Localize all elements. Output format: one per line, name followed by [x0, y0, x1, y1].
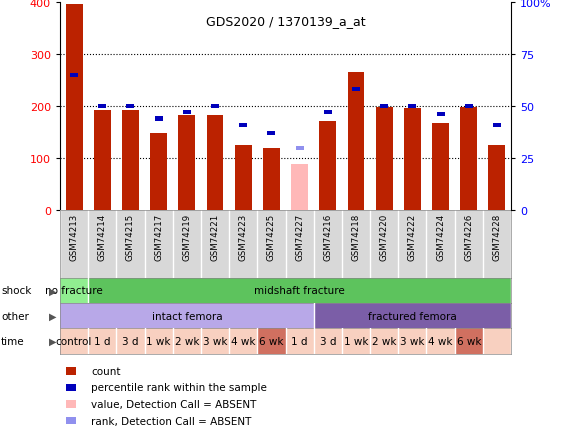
Text: count: count [91, 366, 121, 376]
Bar [201, 329, 229, 354]
Text: other: other [1, 311, 29, 321]
Text: GSM74219: GSM74219 [182, 213, 191, 260]
Bar [324, 111, 332, 115]
Bar [437, 113, 444, 117]
Text: GSM74223: GSM74223 [239, 213, 248, 260]
Bar [239, 123, 247, 128]
Text: GSM74221: GSM74221 [211, 213, 219, 260]
Bar [296, 146, 304, 151]
Text: 6 wk: 6 wk [259, 336, 284, 346]
Text: 2 wk: 2 wk [372, 336, 396, 346]
Text: fractured femora: fractured femora [368, 311, 457, 321]
Text: ▶: ▶ [49, 311, 57, 321]
Text: 1 wk: 1 wk [344, 336, 368, 346]
Text: percentile rank within the sample: percentile rank within the sample [91, 383, 267, 392]
Bar [376, 108, 393, 211]
Bar [370, 329, 399, 354]
Text: 3 d: 3 d [122, 336, 139, 346]
Text: 4 wk: 4 wk [428, 336, 453, 346]
Text: GSM74214: GSM74214 [98, 213, 107, 260]
Text: GSM74222: GSM74222 [408, 213, 417, 260]
Text: value, Detection Call = ABSENT: value, Detection Call = ABSENT [91, 399, 257, 409]
Bar [399, 329, 427, 354]
Bar [313, 303, 511, 329]
Bar [267, 132, 275, 136]
Text: 6 wk: 6 wk [456, 336, 481, 346]
Bar [127, 105, 134, 109]
Bar [173, 329, 201, 354]
Text: GSM74228: GSM74228 [492, 213, 501, 260]
Text: GDS2020 / 1370139_a_at: GDS2020 / 1370139_a_at [206, 15, 365, 28]
Bar [122, 111, 139, 211]
Text: ▶: ▶ [49, 286, 57, 296]
Bar [116, 329, 144, 354]
Bar [60, 329, 88, 354]
Text: time: time [1, 336, 25, 346]
Bar [342, 329, 370, 354]
Bar [348, 73, 364, 211]
Bar [207, 116, 223, 211]
Text: GSM74213: GSM74213 [70, 213, 79, 260]
Text: no fracture: no fracture [45, 286, 103, 296]
Text: GSM74226: GSM74226 [464, 213, 473, 260]
Text: ▶: ▶ [49, 336, 57, 346]
Bar [229, 329, 258, 354]
Bar [66, 5, 83, 211]
Bar [352, 88, 360, 92]
Bar [98, 105, 106, 109]
Text: 4 wk: 4 wk [231, 336, 255, 346]
Bar [493, 123, 501, 128]
Bar [60, 303, 313, 329]
Bar [235, 145, 252, 211]
Bar [94, 111, 111, 211]
Text: 2 wk: 2 wk [175, 336, 199, 346]
Bar [313, 329, 342, 354]
Text: GSM74225: GSM74225 [267, 213, 276, 260]
Bar [258, 329, 286, 354]
Bar [60, 278, 88, 303]
Text: GSM74217: GSM74217 [154, 213, 163, 260]
Bar [155, 117, 163, 122]
Text: GSM74216: GSM74216 [323, 213, 332, 260]
Bar [70, 73, 78, 78]
Bar [319, 122, 336, 211]
Text: 3 d: 3 d [320, 336, 336, 346]
Bar [404, 108, 421, 211]
Bar [211, 105, 219, 109]
Text: GSM74224: GSM74224 [436, 213, 445, 260]
Bar [150, 134, 167, 211]
Bar [408, 105, 416, 109]
Text: GSM74218: GSM74218 [352, 213, 360, 260]
Bar [489, 145, 505, 211]
Bar [465, 105, 473, 109]
Bar [183, 111, 191, 115]
Bar [380, 105, 388, 109]
Text: 3 wk: 3 wk [400, 336, 425, 346]
Text: GSM74215: GSM74215 [126, 213, 135, 260]
Bar [144, 329, 173, 354]
Bar [432, 123, 449, 211]
Text: rank, Detection Call = ABSENT: rank, Detection Call = ABSENT [91, 416, 252, 425]
Text: GSM74227: GSM74227 [295, 213, 304, 260]
Text: shock: shock [1, 286, 31, 296]
Text: midshaft fracture: midshaft fracture [254, 286, 345, 296]
Bar [88, 329, 116, 354]
Bar [460, 108, 477, 211]
Bar [455, 329, 483, 354]
Text: 1 d: 1 d [94, 336, 111, 346]
Text: 1 d: 1 d [291, 336, 308, 346]
Bar [178, 116, 195, 211]
Text: intact femora: intact femora [151, 311, 222, 321]
Text: control: control [56, 336, 93, 346]
Text: GSM74220: GSM74220 [380, 213, 389, 260]
Bar [291, 165, 308, 211]
Bar [286, 329, 313, 354]
Bar [263, 148, 280, 211]
Text: 1 wk: 1 wk [146, 336, 171, 346]
Bar [483, 329, 511, 354]
Bar [427, 329, 455, 354]
Text: 3 wk: 3 wk [203, 336, 227, 346]
